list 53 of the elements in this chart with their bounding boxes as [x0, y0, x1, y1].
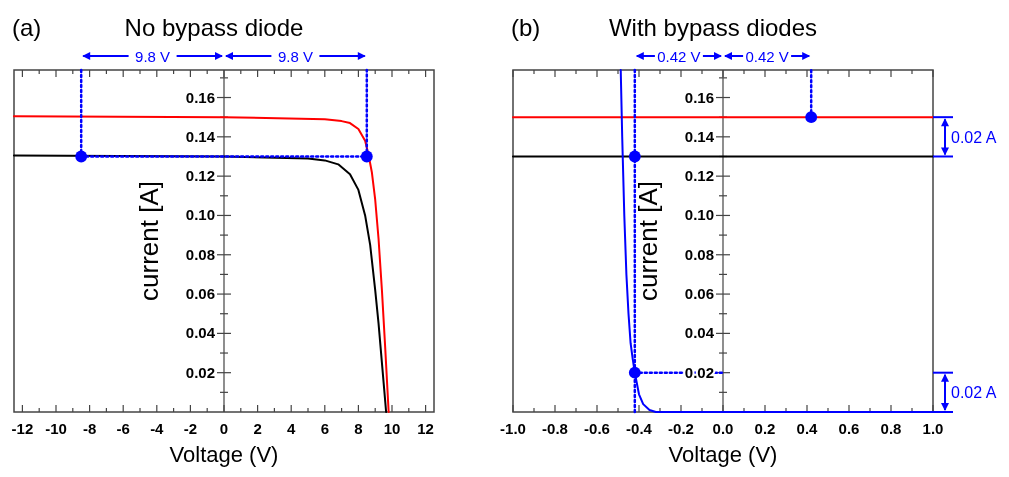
x-tick-label: 12	[417, 420, 434, 437]
x-tick-label: 10	[383, 420, 401, 437]
x-tick-label: 2	[253, 420, 262, 437]
y-tick-label: 0.12	[185, 167, 215, 185]
y-tick-label: 0.06	[684, 285, 714, 303]
chart-title: With bypass diodes	[608, 14, 818, 41]
x-axis-title: Voltage (V)	[169, 442, 279, 467]
x-tick-label: 4	[287, 420, 297, 437]
x-tick-label: 0.2	[754, 420, 776, 437]
y-tick-label: 0.04	[684, 324, 715, 342]
x-tick-label: -12	[11, 420, 34, 437]
y-tick-label: 0.06	[185, 285, 215, 303]
x-tick-label: -6	[116, 420, 130, 437]
x-tick-label: 8	[354, 420, 363, 437]
y-tick-label: 0.12	[684, 167, 714, 185]
x-tick-label: -1.0	[500, 420, 526, 437]
x-tick-label: -8	[82, 420, 97, 437]
text: 0.42 V	[657, 48, 701, 65]
y-axis-title: current [A]	[134, 181, 164, 301]
text: 9.8 V	[277, 48, 313, 65]
x-tick-label: -10	[45, 420, 67, 437]
text: (a)	[12, 14, 42, 41]
y-tick-label: 0.08	[185, 245, 215, 263]
text: 9.8 V	[135, 48, 171, 65]
x-tick-label: -2	[183, 420, 198, 437]
text: 0.42 V	[745, 48, 789, 65]
y-tick-label: 0.16	[684, 88, 714, 106]
y-tick-label: 0.10	[684, 206, 714, 224]
x-tick-label: -0.4	[626, 420, 653, 437]
x-tick-label: 0.6	[838, 420, 860, 437]
text: 0.02 A	[951, 384, 997, 402]
text: (b)	[511, 14, 541, 41]
x-tick-label: 0	[219, 420, 229, 437]
x-tick-label: 0.0	[712, 420, 734, 437]
y-tick-label: 0.10	[185, 206, 215, 224]
x-tick-label: -0.8	[542, 420, 568, 437]
y-tick-label: 0.08	[684, 245, 714, 263]
x-axis-title: Voltage (V)	[668, 442, 778, 467]
text: 0.02 A	[951, 128, 997, 146]
y-tick-label: 0.14	[185, 127, 216, 145]
y-tick-label: 0.04	[185, 324, 216, 342]
x-tick-label: 0.8	[880, 420, 902, 437]
y-tick-label: 0.02	[185, 363, 215, 381]
x-tick-label: -0.6	[584, 420, 610, 437]
y-tick-label: 0.14	[684, 127, 715, 145]
y-axis-title: current [A]	[633, 181, 663, 301]
x-tick-label: 6	[320, 420, 329, 437]
chart-title: No bypass diode	[124, 14, 304, 41]
x-tick-label: -0.2	[668, 420, 694, 437]
y-tick-label: 0.16	[185, 88, 215, 106]
x-tick-label: 0.4	[796, 420, 819, 437]
x-tick-label: 1.0	[922, 420, 944, 437]
x-tick-label: -4	[150, 420, 165, 437]
